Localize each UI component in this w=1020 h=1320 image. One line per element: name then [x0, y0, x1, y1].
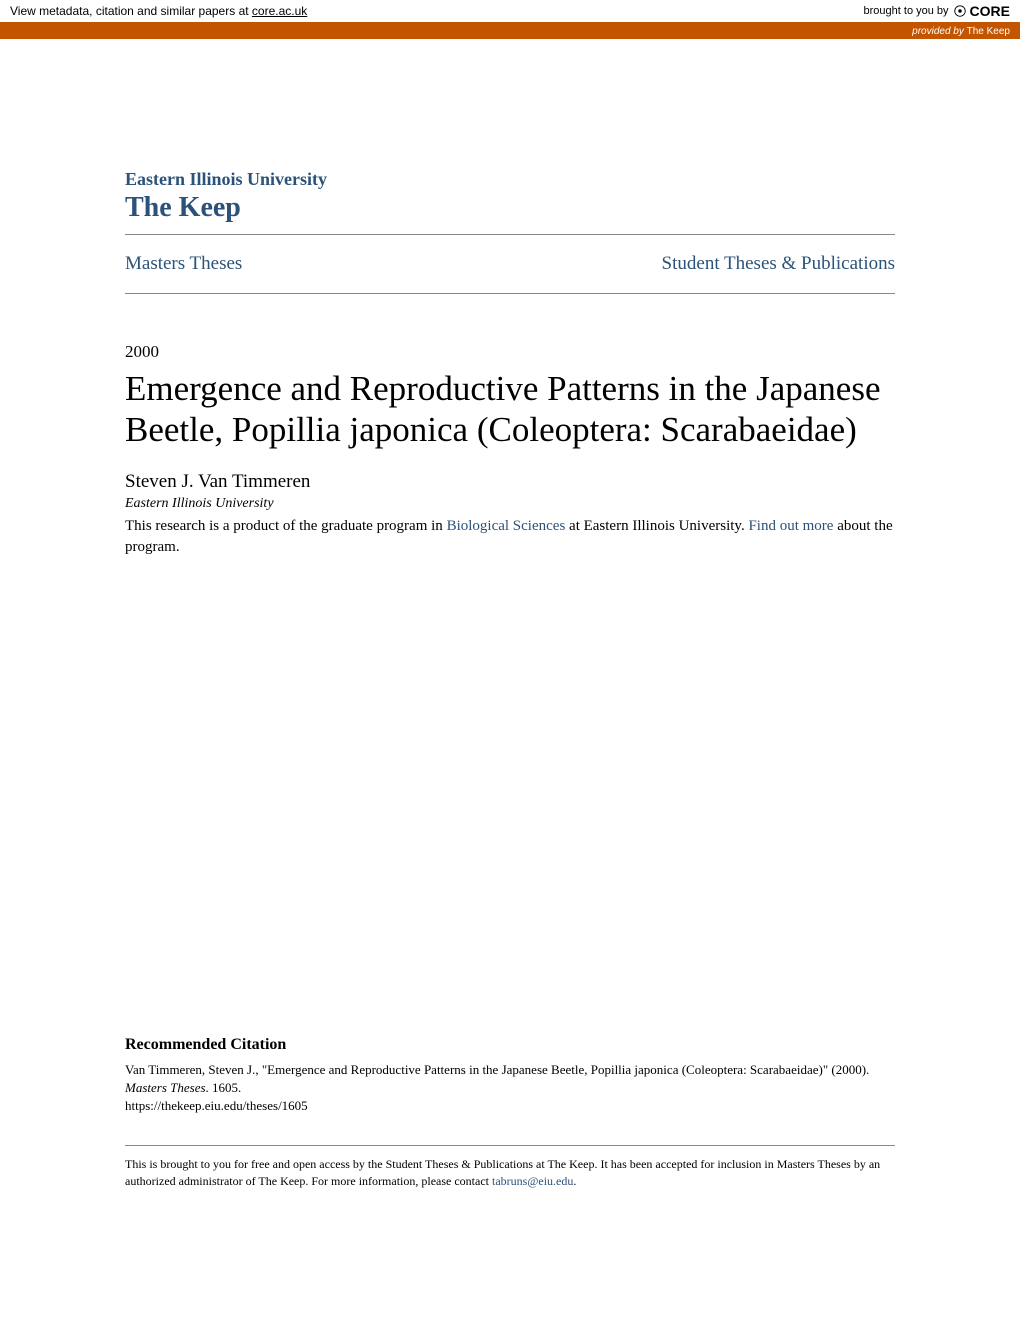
- core-link[interactable]: core.ac.uk: [252, 4, 307, 18]
- core-logo-text: CORE: [970, 3, 1010, 19]
- desc-prefix: This research is a product of the gradua…: [125, 518, 447, 534]
- core-banner-left: View metadata, citation and similar pape…: [10, 4, 307, 18]
- repository-name[interactable]: The Keep: [125, 192, 895, 224]
- core-logo[interactable]: CORE: [953, 3, 1010, 19]
- nav-divider: [125, 293, 895, 294]
- paper-title: Emergence and Reproductive Patterns in t…: [125, 368, 895, 451]
- banner-prefix: View metadata, citation and similar pape…: [10, 4, 252, 18]
- nav-collection-link[interactable]: Masters Theses: [125, 253, 242, 275]
- contact-email-link[interactable]: tabruns@eiu.edu: [492, 1174, 573, 1188]
- paper-description: This research is a product of the gradua…: [125, 516, 895, 558]
- provided-bar: provided by The Keep: [0, 24, 1020, 39]
- core-logo-icon: [953, 4, 967, 18]
- citation-url: https://thekeep.eiu.edu/theses/1605: [125, 1098, 308, 1113]
- publication-year: 2000: [125, 342, 895, 362]
- author-name: Steven J. Van Timmeren: [125, 471, 895, 493]
- citation-body: Van Timmeren, Steven J., "Emergence and …: [125, 1061, 895, 1116]
- footer-text: This is brought to you for free and open…: [125, 1156, 895, 1190]
- find-out-more-link[interactable]: Find out more: [748, 518, 833, 534]
- citation-number: . 1605.: [206, 1080, 242, 1095]
- footer-section: Recommended Citation Van Timmeren, Steve…: [125, 1036, 895, 1190]
- core-banner: View metadata, citation and similar pape…: [0, 0, 1020, 24]
- citation-series: Masters Theses: [125, 1080, 206, 1095]
- desc-mid: at Eastern Illinois University.: [565, 518, 748, 534]
- citation-header: Recommended Citation: [125, 1036, 895, 1054]
- citation-text: Van Timmeren, Steven J., "Emergence and …: [125, 1062, 869, 1077]
- provided-prefix: provided by: [912, 26, 966, 37]
- brought-by-text: brought to you by: [864, 5, 949, 17]
- breadcrumb-nav: Masters Theses Student Theses & Publicat…: [125, 235, 895, 293]
- page-content: Eastern Illinois University The Keep Mas…: [0, 39, 1020, 558]
- program-link[interactable]: Biological Sciences: [447, 518, 566, 534]
- nav-parent-link[interactable]: Student Theses & Publications: [662, 253, 895, 275]
- provided-source: The Keep: [967, 26, 1010, 37]
- author-affiliation: Eastern Illinois University: [125, 496, 895, 512]
- footer-suffix: .: [573, 1174, 576, 1188]
- footer-divider: [125, 1145, 895, 1146]
- institution-name[interactable]: Eastern Illinois University: [125, 169, 895, 190]
- core-banner-right: brought to you by CORE: [864, 3, 1010, 19]
